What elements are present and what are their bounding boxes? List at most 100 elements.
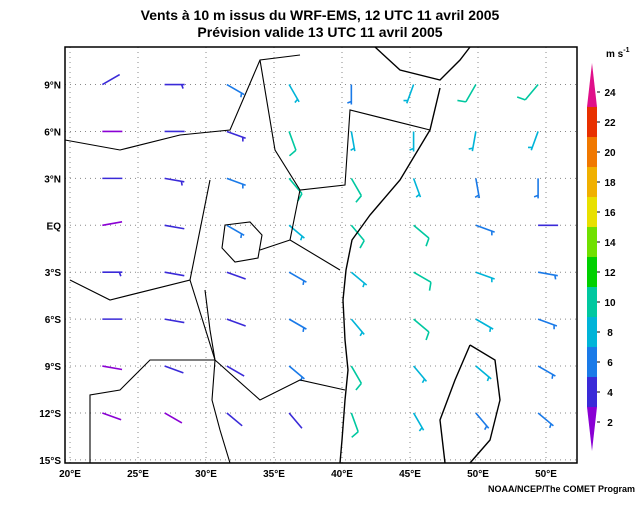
wind-barb — [347, 84, 353, 105]
wind-barb — [164, 365, 184, 374]
wind-barb — [102, 271, 123, 277]
wind-barb — [350, 412, 359, 438]
wind-barb — [537, 365, 556, 379]
lat-tick-label: 9°N — [44, 81, 61, 92]
wind-barb — [102, 221, 123, 227]
wind-barb — [101, 73, 121, 86]
wind-barb — [475, 412, 490, 431]
wind-barb — [413, 318, 430, 341]
colorbar-segment — [587, 167, 597, 197]
colorbar-segment — [587, 257, 597, 287]
colorbar-label: 4 — [607, 388, 613, 399]
wind-barb — [350, 271, 368, 288]
colorbar-label: 6 — [607, 358, 613, 369]
colorbar-label: 16 — [604, 208, 616, 219]
colorbar-cap — [587, 63, 597, 107]
wind-barb — [226, 412, 243, 427]
lon-tick-label: 30°E — [195, 469, 217, 480]
wind-barb — [537, 412, 554, 429]
lat-tick-label: 3°N — [44, 174, 61, 185]
map-frame — [64, 46, 578, 464]
lon-tick-label: 40°E — [331, 469, 353, 480]
colorbar-label: 12 — [604, 268, 616, 279]
colorbar-segment — [587, 377, 597, 407]
wind-barb — [164, 271, 185, 277]
wind-barb — [288, 131, 297, 157]
title: Vents à 10 m issus du WRF-EMS, 12 UTC 11… — [141, 7, 500, 23]
wind-barb — [288, 84, 300, 104]
wind-barb — [288, 271, 307, 286]
lon-tick-label: 50°E — [467, 469, 489, 480]
wind-barb — [413, 271, 432, 291]
madagascar — [439, 344, 501, 464]
map-area — [65, 47, 577, 463]
wind-barb — [412, 178, 422, 198]
wind-barb — [475, 271, 495, 283]
wind-barb — [102, 365, 123, 371]
map-frame-bg — [65, 47, 577, 463]
colorbar-label: 18 — [604, 178, 616, 189]
lake — [204, 289, 231, 464]
wind-barb — [226, 224, 245, 239]
wind-barb — [226, 318, 246, 327]
lat-tick-label: 6°N — [44, 127, 61, 138]
colorbar-unit: m s-1 — [606, 47, 630, 60]
wind-barb — [288, 224, 305, 241]
wind-barb — [474, 178, 481, 199]
wind-barb — [475, 365, 492, 382]
lon-tick-label: 25°E — [127, 469, 149, 480]
lat-tick-label: 15°S — [39, 456, 61, 467]
colorbar-cap — [587, 407, 597, 451]
wind-barb — [533, 178, 539, 199]
lon-tick-label: 20°E — [59, 469, 81, 480]
wind-barb — [537, 271, 558, 280]
colorbar-segment — [587, 227, 597, 257]
lat-tick-label: 12°S — [39, 409, 61, 420]
lat-tick-label: 6°S — [45, 315, 62, 326]
credit: NOAA/NCEP/The COMET Program — [488, 484, 635, 494]
wind-barb — [164, 318, 185, 324]
wind-barb — [226, 130, 246, 142]
unit-exponent: -1 — [623, 47, 629, 54]
wind-barb — [350, 365, 363, 391]
lon-tick-label: 45°E — [399, 469, 421, 480]
wind-barb — [164, 177, 185, 186]
wind-barb — [412, 365, 428, 384]
lat-tick-label: 9°S — [45, 362, 62, 373]
lake — [221, 221, 263, 263]
lon-tick-label: 50°E — [535, 469, 557, 480]
wind-barb — [528, 131, 539, 151]
colorbar-label: 24 — [604, 88, 616, 99]
wind-barb — [457, 84, 477, 103]
wind-barb — [475, 318, 494, 332]
lon-tick-label: 35°E — [263, 469, 285, 480]
wind-barb — [409, 131, 415, 152]
wind-barb — [537, 318, 558, 330]
wind-barb — [403, 84, 415, 104]
wind-barb — [288, 412, 303, 429]
wind-barb — [475, 224, 495, 236]
wind-barb — [468, 131, 477, 152]
wind-barb — [350, 177, 363, 203]
wind-barb — [226, 365, 245, 377]
coastlines — [64, 46, 578, 464]
borders — [64, 54, 431, 463]
coastline — [374, 46, 471, 81]
wind-barb — [412, 412, 425, 432]
wind-barb — [350, 131, 356, 152]
wind-barb — [226, 83, 245, 98]
wind-barb — [350, 318, 365, 337]
colorbar-label: 2 — [607, 418, 613, 429]
wind-barb — [226, 177, 246, 189]
colorbar-label: 22 — [604, 118, 616, 129]
colorbar-label: 20 — [604, 148, 616, 159]
wind-barb — [164, 412, 183, 424]
unit: m s — [606, 49, 624, 60]
colorbar-label: 8 — [607, 328, 613, 339]
subtitle: Prévision valide 13 UTC 11 avril 2005 — [197, 24, 442, 40]
colorbar-segment — [587, 107, 597, 137]
coastline — [339, 87, 441, 464]
colorbar-label: 14 — [604, 238, 616, 249]
wind-barb — [164, 224, 185, 230]
